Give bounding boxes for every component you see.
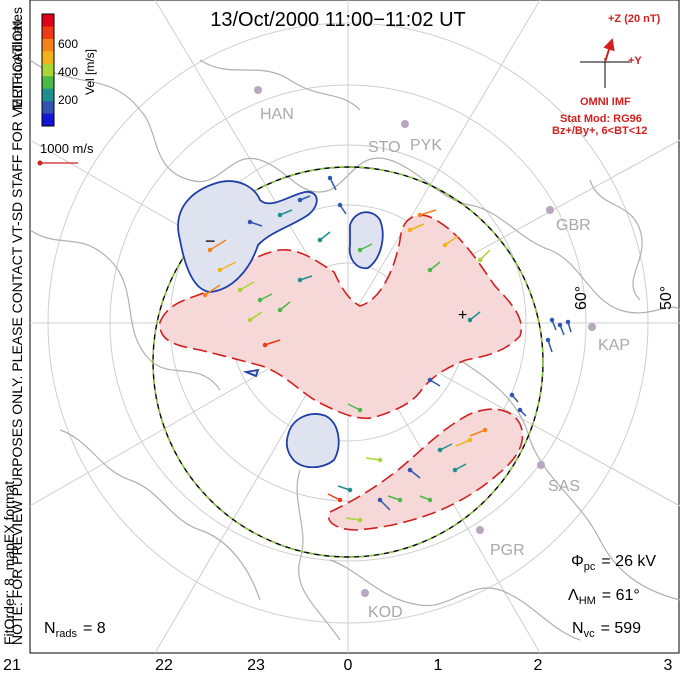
mlt-axis: 21 22 23 0 1 2 3 [3, 657, 672, 674]
colorbar-swatch [42, 113, 54, 127]
colorbar-swatch [42, 76, 54, 90]
colorbar-swatch [42, 51, 54, 65]
plot-frame [29, 0, 680, 654]
fit-info: FitOrder: 8, mapEX format [1, 481, 17, 645]
positive-potential-cells [159, 214, 524, 531]
svg-text:Nvc= 599: Nvc = 599 [572, 620, 641, 640]
stats-phi: Φpc = 26 kV [571, 553, 656, 573]
station-kod: KOD [368, 604, 403, 621]
mlt-tick-0: 0 [344, 657, 353, 674]
mlt-tick-2: 2 [534, 657, 543, 674]
coords-label: MLT coordinates [9, 7, 25, 110]
lat-label-50: 50° [658, 286, 675, 310]
stats-nrads: Nrads = 8 [44, 620, 106, 640]
station-sto: STO [368, 139, 401, 156]
preview-note: NOTE: FOR PREVIEW PURPOSES ONLY. PLEASE … [9, 16, 25, 645]
velocity-vectors [202, 175, 572, 523]
station-han: HAN [260, 106, 294, 123]
coastlines [30, 59, 680, 641]
imf-source: OMNI IMF [580, 96, 631, 108]
colorbar-tick-600: 600 [58, 37, 78, 51]
stats-lambda: ΛHM = 61° [568, 587, 640, 607]
colorbar-swatch [42, 63, 54, 77]
mlt-tick-23: 23 [247, 657, 265, 674]
colorbar-swatch [42, 26, 54, 40]
colorbar-label: Vel [m/s] [83, 49, 97, 95]
mlt-tick-3: 3 [664, 657, 673, 674]
mlt-tick-22: 22 [155, 657, 173, 674]
colorbar-swatch [42, 38, 54, 52]
potential-max-marker: + [458, 307, 467, 324]
potential-min-marker: − [205, 231, 216, 251]
colorbar-border [41, 13, 55, 127]
station-gbr: GBR [556, 217, 591, 234]
station-markers [254, 86, 596, 597]
imf-condition: Bz+/By+, 6<BT<12 [552, 125, 647, 137]
stats-nvc: Nvc = 599 [572, 620, 641, 640]
colorbar-tick-400: 400 [58, 65, 78, 79]
station-pgr: PGR [490, 542, 525, 559]
colorbar-swatch [42, 14, 54, 27]
hm-boundary-green [152, 166, 544, 558]
svg-text:Nrads= 8: Nrads = 8 [44, 620, 106, 640]
negative-potential-cells [177, 180, 384, 469]
svg-text:ΛHM= 61°: ΛHM = 61° [568, 587, 640, 607]
velocity-colorbar [41, 13, 55, 127]
station-pyk: PYK [410, 137, 442, 154]
imf-dial [580, 38, 630, 88]
station-sas: SAS [548, 478, 580, 495]
mlt-tick-1: 1 [434, 657, 443, 674]
colorbar-swatch [42, 88, 54, 102]
map-title: 13/Oct/2000 11:00−11:02 UT [210, 9, 466, 31]
colorbar-tick-200: 200 [58, 93, 78, 107]
colorbar-swatch [42, 101, 54, 115]
station-kap: KAP [598, 337, 630, 354]
mlt-tick-21: 21 [3, 657, 21, 674]
svg-text:Φpc= 26 kV: Φpc = 26 kV [571, 553, 656, 573]
scale-vector [37, 160, 78, 166]
lat-label-60: 60° [573, 286, 590, 310]
scale-vector-label: 1000 m/s [40, 141, 94, 156]
imf-y-label: +Y [628, 55, 642, 67]
imf-model: Stat Mod: RG96 [560, 113, 642, 125]
imf-z-label: +Z (20 nT) [608, 13, 661, 25]
